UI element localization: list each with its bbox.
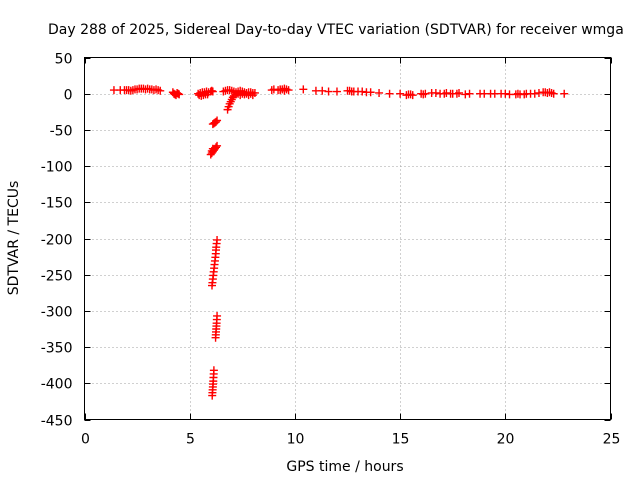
data-point [324, 87, 333, 96]
data-point [375, 88, 384, 97]
data-point [280, 86, 289, 95]
y-tick-label: -150 [41, 196, 73, 212]
y-tick-label: -100 [41, 160, 73, 176]
data-points [109, 84, 569, 400]
plot-frame [84, 57, 611, 420]
data-point [276, 86, 285, 95]
y-axis-label: SDTVAR / TECUs [6, 181, 22, 296]
y-tick-label: -350 [41, 341, 73, 357]
y-tick-label: -300 [41, 305, 73, 321]
data-point [455, 88, 464, 97]
data-point [208, 281, 217, 290]
data-point [530, 89, 539, 98]
data-point [209, 119, 218, 128]
x-tick-label: 0 [81, 432, 90, 448]
data-point [421, 89, 430, 98]
data-point [431, 88, 440, 97]
data-point [318, 86, 327, 95]
data-point [211, 333, 220, 342]
data-point [208, 391, 217, 400]
data-point [549, 89, 558, 98]
x-tick-label: 20 [497, 432, 515, 448]
data-point [332, 87, 341, 96]
data-point [408, 91, 417, 100]
data-point [208, 87, 217, 96]
data-point [207, 86, 216, 95]
y-tick-label: -450 [41, 414, 73, 430]
y-tick-label: -250 [41, 269, 73, 285]
data-point [396, 89, 405, 98]
data-point [156, 86, 165, 95]
data-point [284, 86, 293, 95]
x-tick-label: 10 [287, 432, 305, 448]
x-tick-label: 25 [603, 432, 621, 448]
data-point [175, 90, 184, 99]
y-tick-label: -400 [41, 377, 73, 393]
x-axis-label: GPS time / hours [286, 459, 403, 475]
data-point [442, 88, 451, 97]
y-tick-label: 50 [55, 52, 73, 68]
data-point [461, 90, 470, 99]
data-point [501, 89, 510, 98]
data-point [208, 144, 217, 153]
data-point [358, 87, 367, 96]
data-point [174, 89, 183, 98]
data-point [560, 89, 569, 98]
y-tick-label: 0 [64, 88, 73, 104]
chart-title: Day 288 of 2025, Sidereal Day-to-day VTE… [48, 22, 624, 38]
data-point [366, 88, 375, 97]
data-point [299, 85, 308, 94]
data-point [223, 105, 232, 114]
data-point [206, 150, 215, 159]
x-tick-label: 5 [186, 432, 195, 448]
y-tick-label: -200 [41, 233, 73, 249]
axis-ticks: 0 5 10 15 20 25 50 0 -50 -100 -150 -200 -250 -300 -350… [41, 52, 621, 448]
grid-lines [84, 57, 611, 420]
y-tick-label: -50 [50, 124, 73, 140]
data-point [385, 89, 394, 98]
data-point [246, 89, 255, 98]
x-tick-label: 15 [392, 432, 410, 448]
data-point [203, 90, 212, 99]
data-point [534, 88, 543, 97]
data-point [465, 89, 474, 98]
data-point [208, 120, 217, 129]
